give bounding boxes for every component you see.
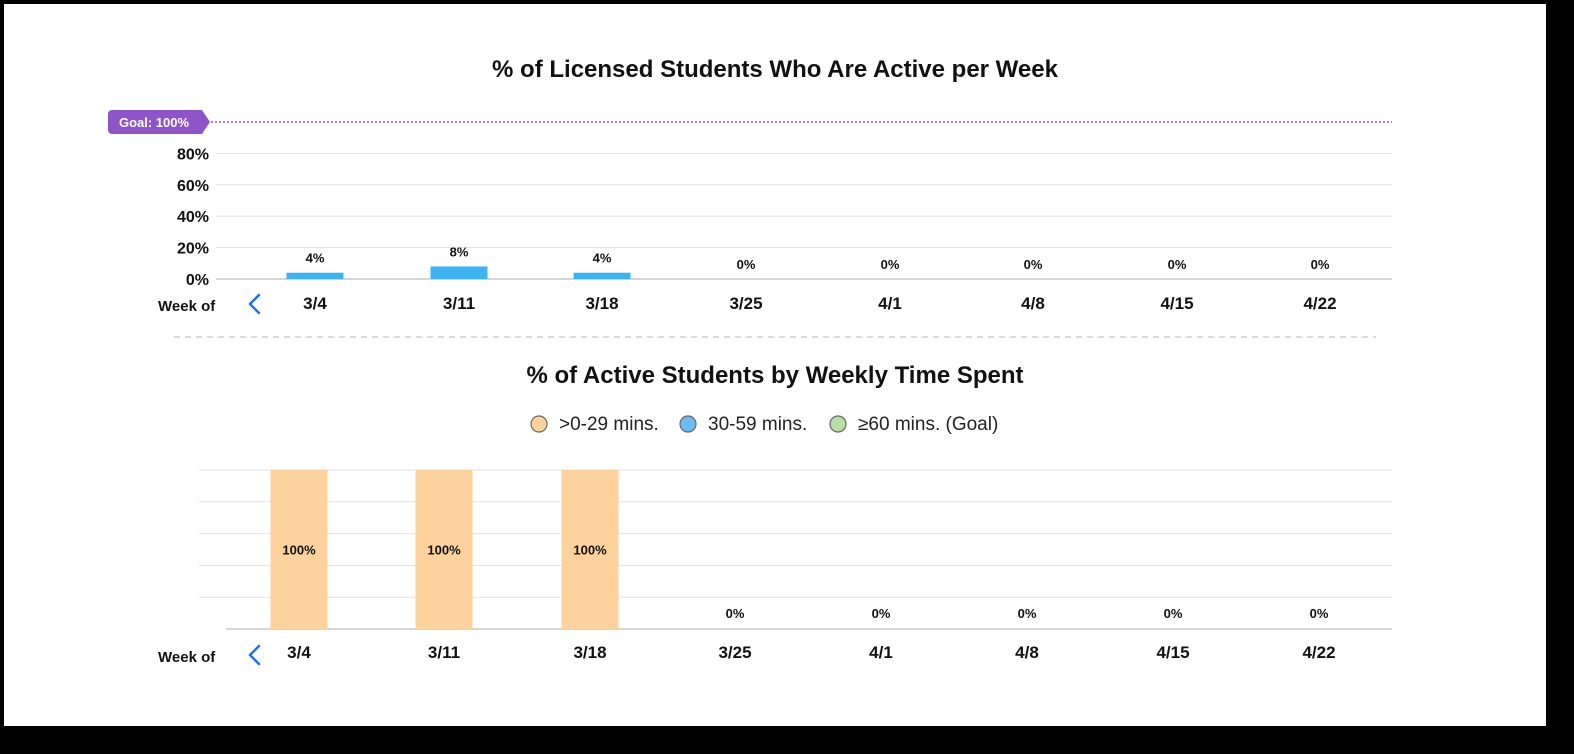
bar-3-11[interactable] <box>430 266 488 279</box>
legend-label: 30-59 mins. <box>708 414 807 435</box>
y-tick-label: 40% <box>177 209 209 226</box>
bar-3-4[interactable] <box>286 272 344 279</box>
x-tick-label: 4/1 <box>878 294 902 313</box>
bar-segment-3-4-s0[interactable] <box>270 470 328 629</box>
legend-item[interactable]: >0-29 mins. <box>530 414 659 435</box>
charts-canvas: % of Licensed Students Who Are Active pe… <box>108 56 1392 667</box>
y-tick-label: 0% <box>186 272 209 289</box>
bar-segment-3-11-s0[interactable] <box>415 470 473 629</box>
time-spent-chart: % of Active Students by Weekly Time Spen… <box>158 362 1392 667</box>
data-label: 0% <box>1018 606 1037 621</box>
data-label: 0% <box>1164 606 1183 621</box>
x-tick-label: 4/15 <box>1160 294 1193 313</box>
x-tick-label: 3/11 <box>443 294 475 313</box>
data-label: 100% <box>282 543 316 558</box>
x-tick-label: 3/25 <box>718 643 751 662</box>
y-tick-label: 60% <box>177 178 209 195</box>
legend-item[interactable]: ≥60 mins. (Goal) <box>829 414 998 435</box>
x-tick-label: 4/15 <box>1156 643 1189 662</box>
goal-badge: Goal: 100% <box>108 110 210 134</box>
data-label: 100% <box>427 543 461 558</box>
data-label: 8% <box>450 244 469 259</box>
data-label: 4% <box>593 251 612 266</box>
active-students-chart: % of Licensed Students Who Are Active pe… <box>108 56 1392 316</box>
data-label: 0% <box>1310 606 1329 621</box>
previous-weeks-hitbox[interactable] <box>240 290 266 316</box>
x-axis-label: Week of <box>158 298 216 315</box>
data-label: 0% <box>726 606 745 621</box>
legend-item[interactable]: 30-59 mins. <box>679 414 807 435</box>
data-label: 0% <box>1024 257 1043 272</box>
x-tick-label: 4/1 <box>869 643 893 662</box>
x-tick-label: 3/11 <box>428 643 460 662</box>
data-label: 0% <box>1311 257 1330 272</box>
x-tick-label: 3/18 <box>585 294 618 313</box>
data-label: 4% <box>306 251 325 266</box>
previous-weeks-button[interactable] <box>240 641 266 667</box>
x-tick-label: 4/8 <box>1015 643 1039 662</box>
chevron-left-icon[interactable] <box>248 293 261 315</box>
legend-swatch <box>530 415 548 433</box>
chevron-left-icon[interactable] <box>248 644 261 666</box>
x-tick-label: 4/22 <box>1303 294 1336 313</box>
legend: >0-29 mins. 30-59 mins. ≥60 mins. (Goal) <box>530 414 998 435</box>
chart-title: % of Active Students by Weekly Time Spen… <box>526 362 1023 389</box>
x-tick-label: 3/25 <box>729 294 762 313</box>
y-tick-label: 80% <box>177 146 209 163</box>
data-label: 100% <box>573 543 607 558</box>
x-tick-label: 4/22 <box>1302 643 1335 662</box>
data-label: 0% <box>1168 257 1187 272</box>
data-label: 0% <box>881 257 900 272</box>
previous-weeks-hitbox[interactable] <box>240 641 266 667</box>
x-tick-label: 3/4 <box>303 294 327 313</box>
goal-label: Goal: 100% <box>119 115 190 130</box>
bar-3-18[interactable] <box>573 272 631 279</box>
goal-badge-shape <box>108 110 210 134</box>
chart-title: % of Licensed Students Who Are Active pe… <box>492 56 1059 83</box>
legend-label: >0-29 mins. <box>559 414 659 435</box>
data-label: 0% <box>872 606 891 621</box>
x-tick-label: 4/8 <box>1021 294 1045 313</box>
legend-swatch <box>679 415 697 433</box>
legend-label: ≥60 mins. (Goal) <box>858 414 998 435</box>
legend-swatch <box>829 415 847 433</box>
x-tick-label: 3/4 <box>287 643 311 662</box>
data-label: 0% <box>737 257 756 272</box>
y-tick-label: 20% <box>177 241 209 258</box>
x-axis-label: Week of <box>158 649 216 666</box>
bar-segment-3-18-s0[interactable] <box>561 470 619 629</box>
previous-weeks-button[interactable] <box>240 290 266 316</box>
report-panel: % of Licensed Students Who Are Active pe… <box>4 4 1546 726</box>
x-tick-label: 3/18 <box>573 643 606 662</box>
